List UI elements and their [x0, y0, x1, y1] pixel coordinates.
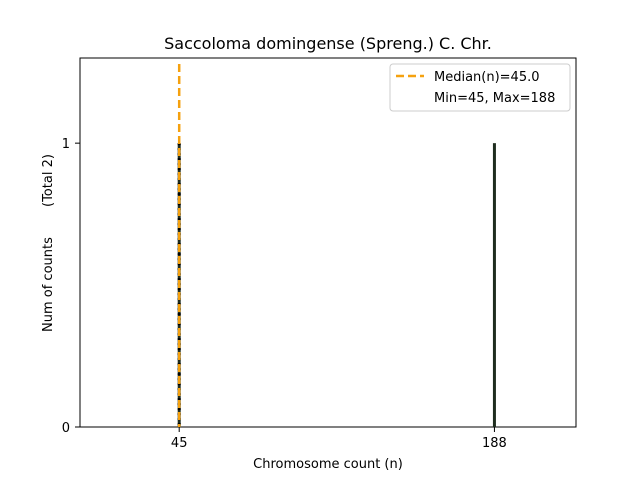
x-ticks: 45 188: [171, 427, 507, 451]
legend-range-label: Min=45, Max=188: [434, 91, 555, 106]
bars-group: [177, 64, 496, 427]
y-ticks: 01: [62, 137, 80, 436]
y-tick-label-0: 0: [62, 421, 70, 436]
y-axis-label: Num of counts: [41, 237, 56, 332]
bar-188: [492, 143, 496, 427]
legend: Median(n)=45.0 Min=45, Max=188: [389, 63, 571, 112]
chart-title: Saccoloma domingense (Spreng.) C. Chr.: [164, 34, 492, 53]
plot-frame: [79, 57, 577, 428]
legend-box: [389, 63, 571, 112]
x-tick-label-45: 45: [171, 436, 188, 451]
x-axis-label: Chromosome count (n): [253, 457, 403, 472]
x-tick-label-188: 188: [482, 436, 507, 451]
y-tick-label-1: 1: [62, 137, 70, 152]
y-axis-label-group: Num of counts: [41, 237, 56, 332]
legend-median-label: Median(n)=45.0: [434, 70, 540, 85]
plot-area: [79, 57, 577, 428]
y-axis-total-label: (Total 2): [41, 154, 56, 207]
y-axis-total-group: (Total 2): [41, 154, 56, 207]
